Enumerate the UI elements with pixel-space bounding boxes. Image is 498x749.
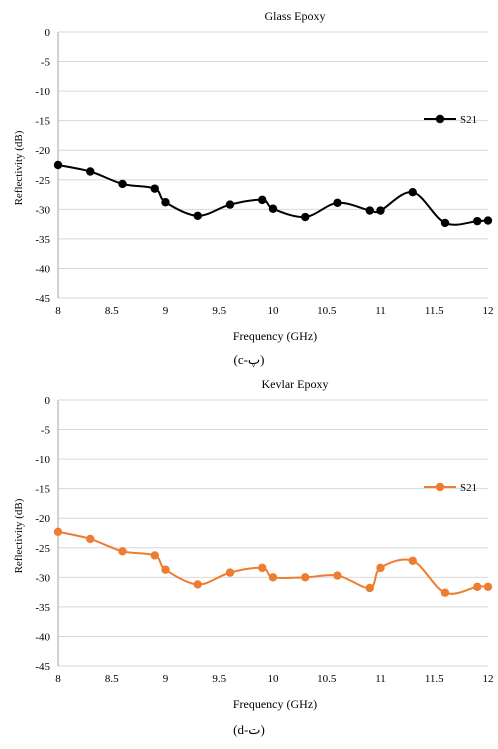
plot-area: 0 -5 -10 -15 -20 -25 -30 -35 -40 -45 8 8.5 9 9.5 10 10.…	[35, 27, 493, 317]
data-point	[118, 179, 127, 189]
y-tick-label: -25	[35, 175, 50, 187]
data-point	[161, 565, 170, 574]
data-point	[301, 573, 310, 582]
data-point	[118, 547, 127, 556]
data-point	[333, 571, 342, 580]
data-point	[86, 534, 95, 544]
series-line-s21	[57, 530, 489, 595]
data-point	[53, 527, 63, 537]
x-tick-label: 9.5	[212, 305, 226, 317]
y-axis-label: Reflectivity (dB)	[13, 498, 25, 573]
x-tick-label: 12	[483, 305, 494, 317]
y-tick-label: -5	[41, 57, 51, 69]
y-axis-label: Reflectivity (dB)	[13, 130, 25, 205]
legend-marker	[435, 482, 445, 492]
y-tick-label: -15	[35, 484, 50, 496]
x-tick-label: 8	[55, 673, 61, 685]
legend-label: S21	[460, 482, 477, 494]
x-tick-label: 10	[268, 305, 280, 317]
y-tick-label: -45	[35, 293, 50, 305]
y-tick-label: -10	[35, 454, 50, 466]
data-point	[301, 212, 310, 222]
y-tick-label: -20	[35, 513, 50, 525]
legend-marker	[435, 114, 445, 124]
data-point	[193, 211, 202, 221]
data-point	[376, 563, 385, 573]
data-point	[408, 187, 417, 197]
chart-title: Glass Epoxy	[265, 9, 326, 23]
data-point	[161, 198, 170, 207]
y-tick-label: -20	[35, 145, 50, 157]
x-tick-label: 10.5	[317, 673, 337, 685]
y-tick-label: -30	[35, 572, 50, 584]
data-point	[53, 160, 63, 170]
data-point	[268, 204, 278, 213]
x-tick-label: 8.5	[105, 305, 119, 317]
x-tick-label: 12	[483, 673, 494, 685]
y-tick-label: -15	[35, 116, 50, 128]
y-tick-label: -40	[35, 263, 50, 275]
data-point	[193, 580, 202, 589]
y-tick-label: -10	[35, 86, 50, 98]
legend-label: S21	[460, 114, 477, 126]
data-point	[86, 167, 95, 176]
data-point	[376, 206, 385, 215]
data-point	[440, 218, 450, 228]
y-tick-label: 0	[45, 395, 51, 407]
x-tick-label: 8	[55, 305, 61, 317]
plot-area: 0 -5 -10 -15 -20 -25 -30 -35 -40 -45 8 8.5 9 9.5 10 10.…	[35, 395, 493, 685]
data-point	[473, 216, 482, 226]
data-point	[408, 556, 417, 565]
data-point	[440, 588, 450, 597]
data-point	[150, 184, 159, 193]
data-point	[268, 573, 278, 582]
data-point	[365, 583, 374, 593]
figure-caption: (d-ت)	[233, 722, 265, 737]
x-tick-label: 8.5	[105, 673, 119, 685]
x-tick-label: 10.5	[317, 305, 337, 317]
data-point	[258, 563, 267, 573]
x-tick-label: 9.5	[212, 673, 226, 685]
y-tick-label: -5	[41, 425, 51, 437]
data-point	[483, 216, 493, 225]
figure-caption: (c-پ)	[233, 352, 265, 367]
x-tick-label: 9	[163, 305, 169, 317]
data-point	[473, 582, 482, 591]
x-tick-label: 11.5	[425, 673, 444, 685]
y-tick-label: 0	[45, 27, 51, 39]
data-point	[333, 198, 342, 208]
x-tick-label: 9	[163, 673, 169, 685]
chart-glass-epoxy: Glass Epoxy Reflectivity (dB) Frequency …	[13, 9, 494, 343]
y-tick-label: -35	[35, 602, 50, 614]
y-tick-label: -30	[35, 204, 50, 216]
data-point	[483, 582, 493, 591]
y-tick-label: -35	[35, 234, 50, 246]
chart-kevlar-epoxy: Kevlar Epoxy Reflectivity (dB) Frequency…	[13, 377, 494, 711]
x-axis-label: Frequency (GHz)	[233, 329, 317, 343]
chart-title: Kevlar Epoxy	[262, 377, 329, 391]
data-point	[365, 206, 374, 215]
data-point	[150, 551, 159, 560]
x-tick-label: 10	[268, 673, 280, 685]
x-tick-label: 11	[375, 305, 386, 317]
x-tick-label: 11	[375, 673, 386, 685]
data-point	[225, 568, 235, 577]
series-line-s21	[57, 164, 489, 226]
y-tick-label: -45	[35, 661, 50, 673]
data-point	[225, 200, 235, 209]
data-point	[258, 195, 267, 205]
x-axis-label: Frequency (GHz)	[233, 697, 317, 711]
x-tick-label: 11.5	[425, 305, 444, 317]
y-tick-label: -25	[35, 543, 50, 555]
y-tick-label: -40	[35, 631, 50, 643]
